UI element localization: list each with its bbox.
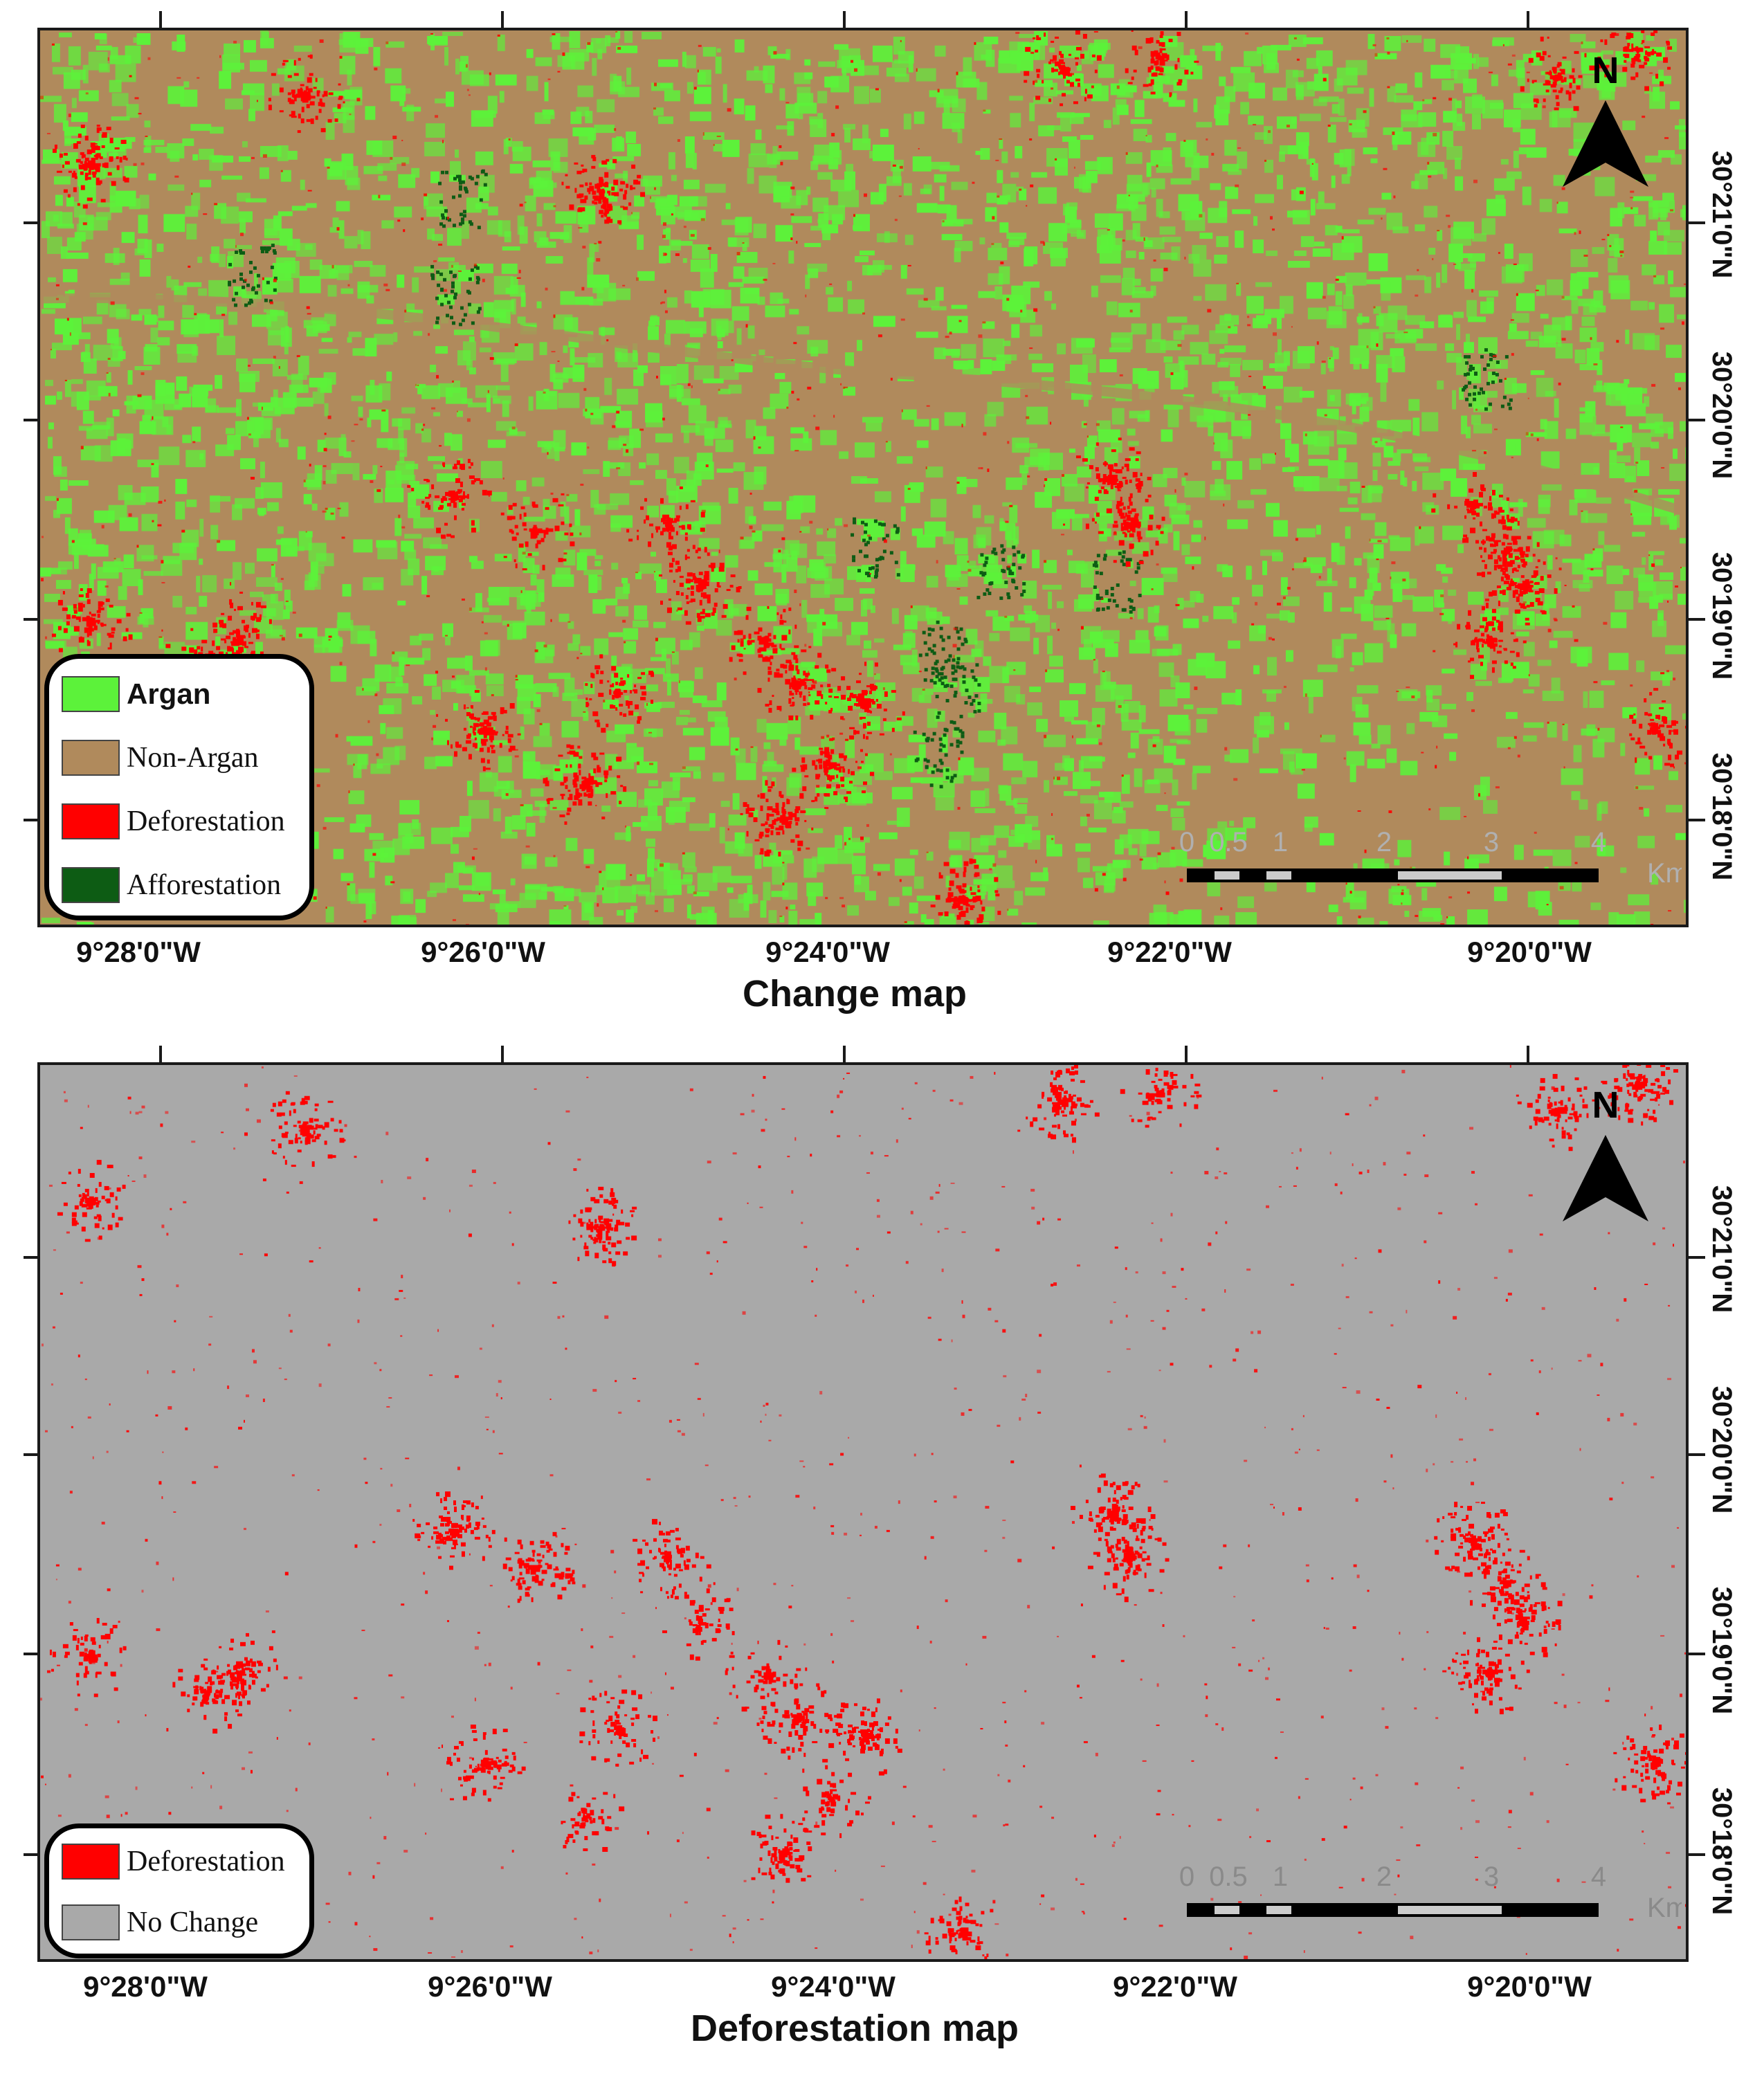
change-map-title: Change map <box>742 973 967 1015</box>
scale-tick-label: 0.5 <box>1209 1862 1248 1892</box>
north-arrow-icon: N <box>1563 50 1648 187</box>
north-letter: N <box>1592 50 1619 91</box>
lat-tick <box>1689 819 1705 821</box>
legend-label: Deforestation <box>127 1846 285 1877</box>
lat-tick <box>24 419 37 421</box>
swatch-no-change <box>62 1904 120 1940</box>
scale-tick-label: 2 <box>1376 827 1392 857</box>
lat-tick <box>1689 419 1705 421</box>
lat-tick <box>1689 1653 1705 1655</box>
lat-tick <box>24 618 37 621</box>
legend-item-non-argan: Non-Argan <box>62 740 259 776</box>
north-arrow-icon: N <box>1563 1084 1648 1221</box>
swatch-argan <box>62 676 120 712</box>
scale-bar: 0 0.5 1 2 3 4 Km <box>1176 1855 1689 1931</box>
lat-label: 30°19'0"N <box>1707 552 1737 680</box>
lon-label: 9°26'0"W <box>428 1970 552 2003</box>
legend-item-no-change: No Change <box>62 1904 258 1940</box>
lat-label: 30°18'0"N <box>1707 1787 1737 1916</box>
deforestation-map-canvas <box>40 1065 1686 1959</box>
deforestation-map-title: Deforestation map <box>690 2008 1019 2049</box>
lon-tick <box>843 11 846 28</box>
lon-tick <box>501 11 504 28</box>
lat-label: 30°20'0"N <box>1707 1385 1737 1514</box>
scale-tick-label: 1 <box>1273 827 1288 857</box>
swatch-afforestation <box>62 867 120 903</box>
scale-tick-label: 2 <box>1376 1862 1392 1892</box>
swatch-deforestation <box>62 803 120 839</box>
scale-unit: Km <box>1647 858 1682 889</box>
lon-label: 9°22'0"W <box>1113 1970 1237 2003</box>
lon-label: 9°22'0"W <box>1107 936 1232 968</box>
north-arrow: N <box>1557 48 1654 194</box>
scale-tick-label: 0 <box>1179 1862 1194 1892</box>
scale-tick-label: 0.5 <box>1209 827 1248 857</box>
legend-item-afforestation: Afforestation <box>62 867 281 903</box>
lat-label: 30°20'0"N <box>1707 351 1737 480</box>
legend-item-deforestation: Deforestation <box>62 1844 285 1880</box>
lat-label: 30°19'0"N <box>1707 1586 1737 1715</box>
scale-tick-label: 4 <box>1591 1862 1606 1892</box>
legend-label: Afforestation <box>127 869 282 901</box>
lat-tick <box>24 1853 37 1856</box>
lon-tick <box>843 1046 846 1062</box>
lon-label: 9°20'0"W <box>1467 936 1592 968</box>
legend-label: Argan <box>127 677 211 710</box>
lon-label: 9°24'0"W <box>771 1970 895 2003</box>
lon-tick <box>1185 1046 1188 1062</box>
lat-tick <box>1689 1453 1705 1456</box>
north-letter: N <box>1592 1084 1619 1126</box>
legend-label: No Change <box>127 1907 259 1938</box>
scale-bar-graphic: 0 0.5 1 2 3 4 Km <box>1179 1862 1689 1923</box>
lon-tick <box>1527 11 1529 28</box>
swatch-non-argan <box>62 740 120 776</box>
lat-label: 30°21'0"N <box>1707 150 1737 279</box>
lon-label: 9°24'0"W <box>765 936 890 968</box>
legend-label: Deforestation <box>127 806 285 837</box>
lon-tick <box>1527 1046 1529 1062</box>
lat-tick <box>24 1653 37 1655</box>
lat-label: 30°18'0"N <box>1707 752 1737 881</box>
lon-tick <box>159 1046 162 1062</box>
scale-unit: Km <box>1647 1893 1682 1923</box>
change-map-raster <box>37 28 1689 927</box>
change-map-legend: Argan Non-Argan Deforestation Afforestat… <box>44 654 314 920</box>
change-map-panel: 9°28'0"W 9°26'0"W 9°24'0"W 9°22'0"W 9°20… <box>0 0 1764 1035</box>
scale-tick-label: 1 <box>1273 1862 1288 1892</box>
lon-label: 9°20'0"W <box>1467 1970 1592 2003</box>
deforestation-map-legend: Deforestation No Change <box>44 1823 314 1958</box>
lat-tick <box>24 819 37 821</box>
lat-label: 30°21'0"N <box>1707 1185 1737 1313</box>
lon-label: 9°28'0"W <box>83 1970 208 2003</box>
swatch-deforestation-2 <box>62 1844 120 1880</box>
lon-label: 9°26'0"W <box>421 936 545 968</box>
scale-bar-graphic: 0 0.5 1 2 3 4 Km <box>1179 827 1689 889</box>
deforestation-map-panel: 9°28'0"W 9°26'0"W 9°24'0"W 9°22'0"W 9°20… <box>0 1035 1764 2074</box>
legend-item-argan: Argan <box>62 676 210 712</box>
deforestation-map-raster <box>37 1062 1689 1962</box>
lon-tick <box>159 11 162 28</box>
legend-label: Non-Argan <box>127 742 259 774</box>
lat-tick <box>1689 1256 1705 1259</box>
lon-label: 9°28'0"W <box>76 936 201 968</box>
lon-tick <box>501 1046 504 1062</box>
scale-tick-label: 4 <box>1591 827 1606 857</box>
lat-tick <box>1689 1853 1705 1856</box>
north-arrow: N <box>1557 1083 1654 1228</box>
lat-tick <box>24 221 37 224</box>
lat-tick <box>1689 221 1705 224</box>
scale-tick-label: 0 <box>1179 827 1194 857</box>
lon-tick <box>1185 11 1188 28</box>
scale-tick-label: 3 <box>1484 1862 1499 1892</box>
scale-bar: 0 0.5 1 2 3 4 Km <box>1176 820 1689 896</box>
scale-tick-label: 3 <box>1484 827 1499 857</box>
lat-tick <box>24 1256 37 1259</box>
legend-item-deforestation: Deforestation <box>62 803 285 839</box>
lat-tick <box>1689 618 1705 621</box>
lat-tick <box>24 1453 37 1456</box>
change-map-canvas <box>40 30 1686 925</box>
